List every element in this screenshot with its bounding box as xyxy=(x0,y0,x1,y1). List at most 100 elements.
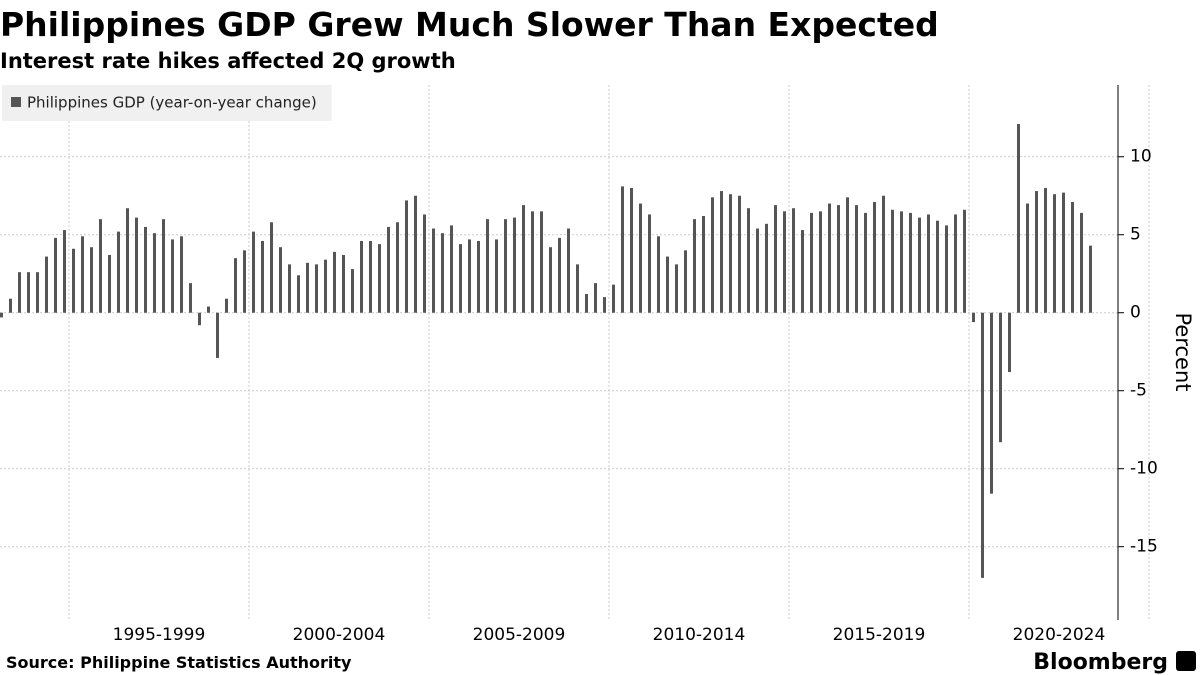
x-tick-label: 2015-2019 xyxy=(833,625,926,645)
bar xyxy=(873,201,876,313)
bar xyxy=(729,194,732,313)
legend: Philippines GDP (year-on-year change) xyxy=(2,85,332,121)
bar xyxy=(198,312,201,326)
bar xyxy=(297,275,300,313)
bar xyxy=(387,226,390,313)
bar xyxy=(909,212,912,313)
y-tick-label: 0 xyxy=(1130,303,1141,323)
bar xyxy=(459,244,462,313)
bar xyxy=(792,208,795,313)
bar xyxy=(450,225,453,313)
bar xyxy=(0,312,3,318)
bar xyxy=(342,255,345,313)
bar xyxy=(396,222,399,313)
bar xyxy=(540,211,543,313)
bar xyxy=(405,200,408,313)
bar xyxy=(414,195,417,313)
bar xyxy=(99,219,102,313)
bar xyxy=(693,219,696,313)
bar xyxy=(963,209,966,313)
y-tick-label: -5 xyxy=(1130,381,1147,401)
bar xyxy=(567,228,570,313)
bar xyxy=(270,222,273,313)
bar xyxy=(810,212,813,313)
bar xyxy=(891,209,894,313)
bar xyxy=(468,239,471,313)
bar xyxy=(117,231,120,313)
bar xyxy=(819,211,822,313)
bar xyxy=(639,203,642,313)
bar xyxy=(684,250,687,313)
bar xyxy=(1053,194,1056,313)
bar xyxy=(1062,192,1065,313)
bar xyxy=(306,262,309,313)
bar xyxy=(972,312,975,323)
bar xyxy=(243,250,246,313)
bar xyxy=(612,284,615,313)
bar xyxy=(54,237,57,313)
bar xyxy=(180,236,183,313)
bar xyxy=(45,256,48,313)
source: Source: Philippine Statistics Authority xyxy=(6,653,352,672)
brand: Bloomberg xyxy=(1033,650,1168,675)
bar xyxy=(531,211,534,313)
bar xyxy=(351,269,354,313)
bar xyxy=(990,312,993,494)
bar xyxy=(522,205,525,313)
bar xyxy=(261,240,264,313)
bar xyxy=(594,283,597,313)
bar xyxy=(774,205,777,313)
bar xyxy=(927,214,930,313)
x-tick-label: 2020-2024 xyxy=(1013,625,1106,645)
bar xyxy=(378,244,381,313)
y-tick-label: 5 xyxy=(1130,225,1141,245)
y-tick-label: 10 xyxy=(1130,147,1152,167)
bar xyxy=(918,217,921,313)
bar xyxy=(324,259,327,313)
bar xyxy=(9,298,12,313)
bar xyxy=(135,217,138,313)
bar xyxy=(657,236,660,313)
bar xyxy=(369,240,372,313)
bar xyxy=(846,197,849,313)
bar xyxy=(900,211,903,313)
bar xyxy=(747,208,750,313)
bar xyxy=(1026,203,1029,313)
bar xyxy=(738,195,741,313)
bar xyxy=(621,186,624,313)
bar xyxy=(189,283,192,313)
bar xyxy=(108,255,111,313)
y-tick-label: -15 xyxy=(1130,537,1158,557)
bar xyxy=(171,239,174,313)
bar xyxy=(999,312,1002,443)
bar xyxy=(441,233,444,313)
bar xyxy=(90,247,93,313)
bar xyxy=(765,223,768,313)
bar xyxy=(18,272,21,313)
bar xyxy=(432,228,435,313)
bar xyxy=(216,312,219,358)
bar xyxy=(513,217,516,313)
bar xyxy=(486,219,489,313)
bar xyxy=(1008,312,1011,372)
bar xyxy=(585,294,588,313)
bar xyxy=(837,205,840,313)
bar xyxy=(504,219,507,313)
bar xyxy=(423,214,426,313)
bar xyxy=(720,191,723,313)
bar xyxy=(855,205,858,313)
bar xyxy=(288,264,291,313)
bar xyxy=(207,306,210,313)
bar xyxy=(558,237,561,313)
bar xyxy=(666,256,669,313)
bar xyxy=(225,298,228,313)
bar xyxy=(252,231,255,313)
bar xyxy=(675,264,678,313)
bar xyxy=(783,211,786,313)
bar xyxy=(27,272,30,313)
bar xyxy=(1071,201,1074,313)
x-tick-label: 2000-2004 xyxy=(293,625,386,645)
bar xyxy=(279,247,282,313)
bar xyxy=(702,216,705,313)
